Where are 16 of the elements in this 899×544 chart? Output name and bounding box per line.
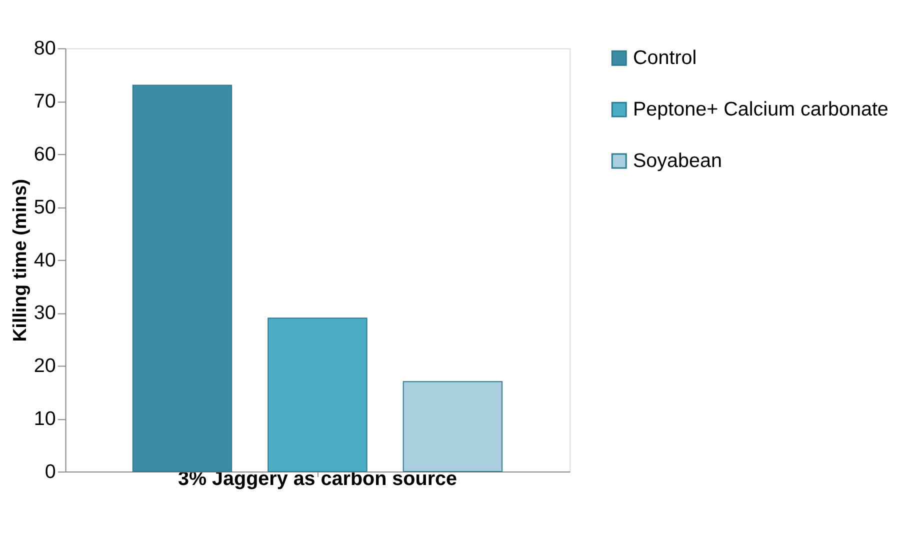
y-tick-label: 40 <box>34 249 56 272</box>
legend-label: Peptone+ Calcium carbonate <box>632 98 888 120</box>
bar <box>268 318 368 472</box>
y-tick-label: 50 <box>34 196 56 218</box>
y-tick-label: 60 <box>34 144 56 166</box>
y-tick-label: 10 <box>34 408 56 430</box>
y-axis-title: Killing time (mins) <box>8 179 30 342</box>
y-tick-label: 0 <box>44 460 56 483</box>
bar <box>402 381 503 472</box>
y-tick-label: 70 <box>34 90 56 113</box>
bar <box>132 84 232 472</box>
legend-label: Soyabean <box>632 150 722 172</box>
y-tick-label: 30 <box>34 302 56 324</box>
y-tick-label: 80 <box>34 38 56 60</box>
y-tick-label: 20 <box>34 355 56 378</box>
legend-label: Control <box>632 47 697 70</box>
